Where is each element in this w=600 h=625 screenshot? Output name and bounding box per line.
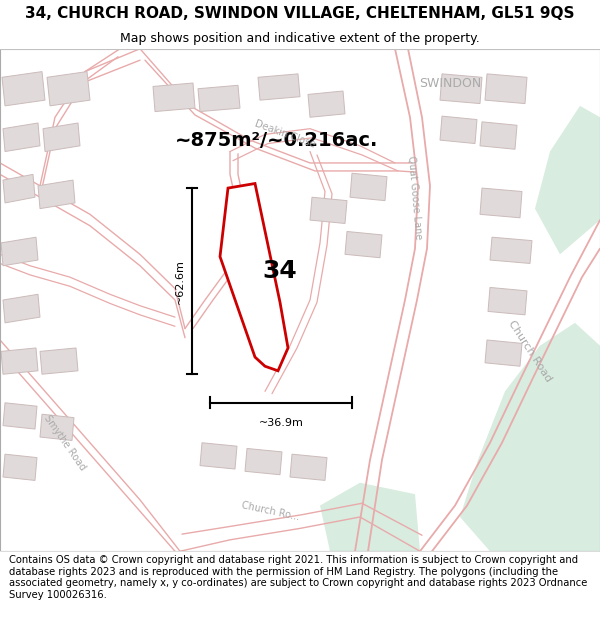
Polygon shape: [3, 454, 37, 481]
Polygon shape: [480, 122, 517, 149]
Text: Smythe Road: Smythe Road: [42, 413, 88, 472]
Polygon shape: [535, 106, 600, 254]
Polygon shape: [3, 174, 35, 203]
Polygon shape: [308, 91, 345, 118]
Text: ~62.6m: ~62.6m: [175, 259, 185, 304]
Text: ~875m²/~0.216ac.: ~875m²/~0.216ac.: [175, 131, 379, 149]
Text: ~36.9m: ~36.9m: [259, 418, 304, 428]
Polygon shape: [38, 180, 75, 209]
Text: Map shows position and indicative extent of the property.: Map shows position and indicative extent…: [120, 31, 480, 44]
Polygon shape: [440, 116, 477, 144]
Polygon shape: [40, 414, 74, 441]
Polygon shape: [200, 442, 237, 469]
Polygon shape: [440, 74, 482, 104]
Polygon shape: [310, 198, 347, 224]
Text: Quat Goose Lane: Quat Goose Lane: [406, 155, 424, 239]
Polygon shape: [2, 72, 45, 106]
Text: Contains OS data © Crown copyright and database right 2021. This information is : Contains OS data © Crown copyright and d…: [9, 555, 587, 600]
Polygon shape: [485, 74, 527, 104]
Polygon shape: [488, 288, 527, 315]
Text: Church Ro...: Church Ro...: [240, 500, 300, 522]
Polygon shape: [460, 323, 600, 551]
Polygon shape: [480, 188, 522, 218]
Polygon shape: [3, 294, 40, 323]
Text: 34: 34: [263, 259, 298, 284]
Polygon shape: [350, 173, 387, 201]
Polygon shape: [3, 402, 37, 429]
Polygon shape: [1, 348, 38, 374]
Polygon shape: [40, 348, 78, 374]
Polygon shape: [320, 482, 420, 551]
Text: Church Road: Church Road: [506, 319, 554, 384]
Polygon shape: [3, 123, 40, 151]
Polygon shape: [290, 454, 327, 481]
Text: Deakin Close: Deakin Close: [253, 119, 317, 150]
Polygon shape: [47, 72, 90, 106]
Polygon shape: [490, 237, 532, 264]
Polygon shape: [153, 83, 195, 111]
Polygon shape: [258, 74, 300, 100]
Polygon shape: [43, 123, 80, 151]
Polygon shape: [1, 237, 38, 266]
Polygon shape: [220, 184, 288, 371]
Polygon shape: [485, 340, 522, 366]
Polygon shape: [345, 231, 382, 258]
Polygon shape: [245, 449, 282, 475]
Text: SWINDON: SWINDON: [419, 76, 481, 89]
Text: 34, CHURCH ROAD, SWINDON VILLAGE, CHELTENHAM, GL51 9QS: 34, CHURCH ROAD, SWINDON VILLAGE, CHELTE…: [25, 6, 575, 21]
Polygon shape: [198, 85, 240, 111]
